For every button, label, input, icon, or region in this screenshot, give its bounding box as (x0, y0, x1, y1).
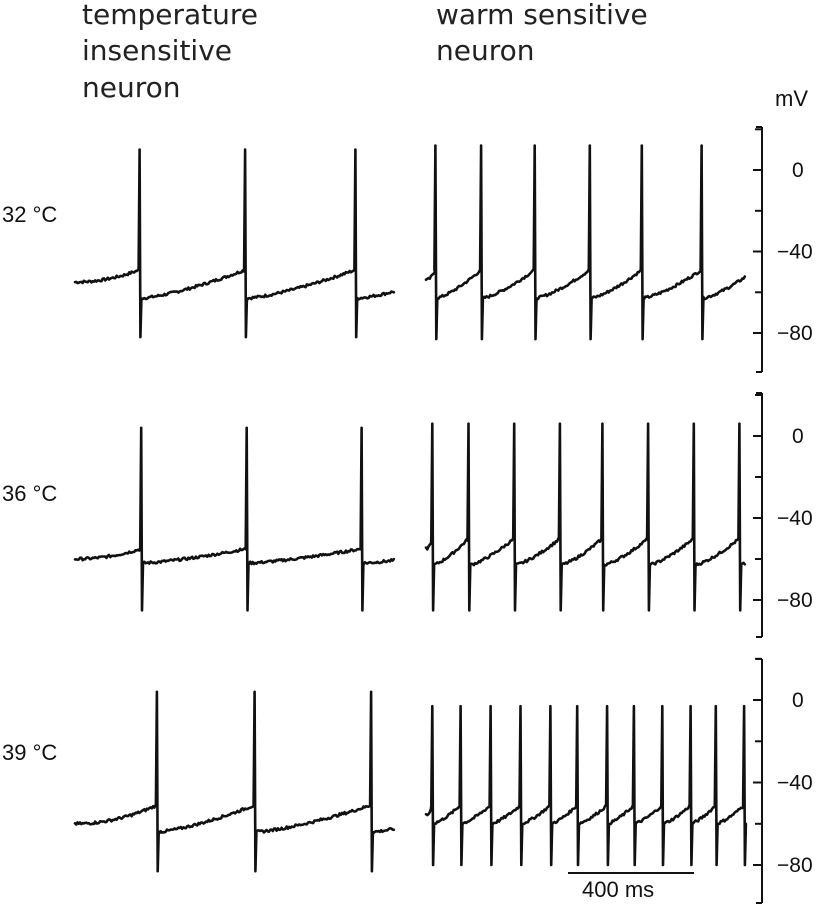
column-title-line: temperature (82, 0, 258, 31)
column-title-line: insensitive (82, 34, 232, 67)
row-label-32c: 32 °C (2, 202, 57, 227)
axis-unit-label: mV (775, 86, 808, 111)
voltage-trace-39c-insensitive (75, 692, 394, 871)
column-title-warm-sensitive: warm sensitive neuron (436, 0, 648, 67)
column-title-temperature-insensitive: temperature insensitive neuron (82, 0, 258, 104)
row-label-39c: 39 °C (2, 740, 57, 765)
voltage-tick-label: −40 (777, 241, 813, 264)
column-title-line: neuron (436, 34, 535, 67)
voltage-tick-label: −40 (777, 772, 813, 795)
scale-bar-label: 400 ms (582, 877, 654, 902)
column-title-line: warm sensitive (436, 0, 648, 31)
voltage-axes: 0 −40 −80 0 −40 −80 0 −40 −80 (753, 127, 813, 903)
voltage-tick-label: −80 (777, 322, 813, 345)
voltage-tick-label: −80 (777, 854, 813, 877)
voltage-trace-39c-warm-sensitive (426, 706, 746, 865)
time-scale-bar: 400 ms (568, 873, 694, 902)
voltage-tick-label: 0 (792, 425, 804, 448)
voltage-tick-label: 0 (792, 689, 804, 712)
voltage-trace-36c-warm-sensitive (426, 424, 745, 611)
voltage-tick-label: −80 (777, 589, 813, 612)
voltage-tick-label: 0 (792, 159, 804, 182)
voltage-trace-36c-insensitive (75, 428, 394, 611)
voltage-tick-label: −40 (777, 507, 813, 530)
voltage-traces (75, 146, 746, 872)
column-title-line: neuron (82, 71, 181, 104)
row-label-36c: 36 °C (2, 481, 57, 506)
voltage-trace-32c-warm-sensitive (426, 146, 745, 340)
voltage-trace-32c-insensitive (75, 150, 394, 338)
